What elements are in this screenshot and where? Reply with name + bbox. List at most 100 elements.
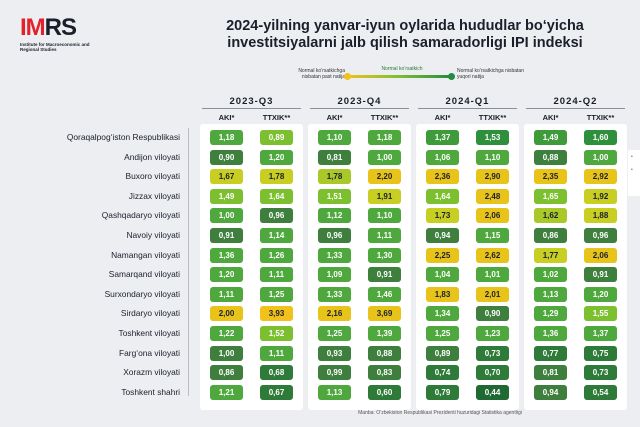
logo-subtitle: Institute for Macroeconomic and Regional… xyxy=(20,42,90,52)
heatmap-cell: 1,20 xyxy=(584,286,617,302)
heatmap-cell: 2,20 xyxy=(368,169,401,185)
logo-mark: IMRS xyxy=(20,14,77,41)
quarter-header-rule xyxy=(526,108,625,109)
heatmap-cell: 1,51 xyxy=(318,188,351,204)
heatmap-cell: 1,34 xyxy=(426,306,459,322)
region-label: Qashqadaryo viloyati xyxy=(101,210,180,221)
heatmap-cell: 0,86 xyxy=(534,228,567,243)
heatmap-cell: 1,55 xyxy=(584,306,617,322)
heatmap-cell: 0,90 xyxy=(476,306,509,322)
heatmap-cell: 1,25 xyxy=(426,326,459,341)
heatmap-cell: 0,88 xyxy=(368,345,401,361)
heatmap-cell: 1,53 xyxy=(476,130,509,145)
heatmap-cell: 1,49 xyxy=(210,188,243,204)
metric-header: TTXIK** xyxy=(262,113,291,122)
heatmap-cell: 1,11 xyxy=(260,267,293,283)
heatmap-cell: 2,48 xyxy=(476,188,509,204)
heatmap-cell: 1,64 xyxy=(260,188,293,204)
heatmap-cell: 2,25 xyxy=(426,247,459,263)
legend-low-label: Normal ko‘rsatkichga nisbatan past natij… xyxy=(298,68,345,80)
heatmap-cell: 1,21 xyxy=(210,384,243,400)
heatmap-cell: 3,93 xyxy=(260,306,293,322)
chart-title: 2024-yilning yanvar-iyun oylarida hududl… xyxy=(195,18,615,52)
heatmap-cell: 1,10 xyxy=(368,208,401,224)
heatmap-cell: 1,29 xyxy=(534,306,567,322)
region-label: Sirdaryo viloyati xyxy=(120,308,180,319)
heatmap-cell: 2,36 xyxy=(426,169,459,185)
heatmap-cell: 1,37 xyxy=(426,130,459,145)
heatmap-cell: 1,62 xyxy=(534,208,567,224)
heatmap-cell: 1,65 xyxy=(534,188,567,204)
legend-mid-label: Normal ko‘rsatkich xyxy=(381,66,423,72)
heatmap-cell: 1,11 xyxy=(210,286,243,302)
heatmap-cell: 1,37 xyxy=(584,326,617,341)
heatmap-cell: 1,67 xyxy=(210,169,243,185)
heatmap-cell: 1,00 xyxy=(584,149,617,165)
metric-header: AKI* xyxy=(326,113,343,122)
source-note: Manba: O‘zbekiston Respublikasi Preziden… xyxy=(358,410,522,416)
heatmap-cell: 0,77 xyxy=(534,345,567,361)
heatmap-cell: 1,04 xyxy=(426,267,459,283)
heatmap-cell: 1,83 xyxy=(426,286,459,302)
heatmap-cell: 0,73 xyxy=(476,345,509,361)
heatmap-cell: 1,92 xyxy=(584,188,617,204)
heatmap-cell: 1,30 xyxy=(368,247,401,263)
heatmap-cell: 0,94 xyxy=(534,384,567,400)
heatmap-cell: 1,10 xyxy=(476,149,509,165)
heatmap-cell: 1,13 xyxy=(534,286,567,302)
imrs-logo: IMRS Institute for Macroeconomic and Reg… xyxy=(20,14,90,53)
heatmap-cell: 0,70 xyxy=(476,365,509,381)
heatmap-cell: 0,96 xyxy=(584,228,617,243)
side-legend-stub: • • xyxy=(628,150,640,196)
region-label: Farg‘ona viloyati xyxy=(119,347,180,358)
heatmap-cell: 1,10 xyxy=(318,130,351,145)
heatmap-cell: 1,12 xyxy=(318,208,351,224)
quarter-header: 2024-Q2 xyxy=(553,96,598,107)
heatmap-cell: 1,77 xyxy=(534,247,567,263)
heatmap-cell: 1,25 xyxy=(260,286,293,302)
heatmap-cell: 2,06 xyxy=(476,208,509,224)
heatmap-cell: 1,11 xyxy=(368,228,401,243)
heatmap-cell: 1,18 xyxy=(210,130,243,145)
heatmap-cell: 0,89 xyxy=(426,345,459,361)
heatmap-cell: 1,33 xyxy=(318,247,351,263)
heatmap-cell: 1,09 xyxy=(318,267,351,283)
heatmap-cell: 0,81 xyxy=(318,149,351,165)
metric-header: TTXIK** xyxy=(586,113,615,122)
region-label: Andijon viloyati xyxy=(124,151,180,162)
heatmap-cell: 1,52 xyxy=(260,326,293,341)
quarter-header-rule xyxy=(202,108,301,109)
metric-header: AKI* xyxy=(218,113,235,122)
heatmap-cell: 1,78 xyxy=(260,169,293,185)
quarter-header: 2024-Q1 xyxy=(445,96,490,107)
heatmap-cell: 1,06 xyxy=(426,149,459,165)
heatmap-cell: 0,75 xyxy=(584,345,617,361)
heatmap-cell: 1,23 xyxy=(476,326,509,341)
heatmap-cell: 0,67 xyxy=(260,384,293,400)
heatmap-cell: 1,36 xyxy=(210,247,243,263)
region-label: Toshkent shahri xyxy=(121,386,180,397)
region-label: Qoraqalpog‘iston Respublikasi xyxy=(66,132,180,142)
metric-header: TTXIK** xyxy=(370,113,399,122)
heatmap-cell: 1,26 xyxy=(260,247,293,263)
heatmap-cell: 2,06 xyxy=(584,247,617,263)
heatmap-cell: 1,15 xyxy=(476,228,509,243)
quarter-header: 2023-Q3 xyxy=(229,96,274,107)
heatmap-cell: 2,00 xyxy=(210,306,243,322)
heatmap-cell: 0,90 xyxy=(210,149,243,165)
region-label: Xorazm viloyati xyxy=(123,367,180,378)
heatmap-cell: 1,11 xyxy=(260,345,293,361)
heatmap-cell: 1,49 xyxy=(534,130,567,145)
quarter-header-rule xyxy=(310,108,409,109)
heatmap-cell: 1,20 xyxy=(260,149,293,165)
heatmap-cell: 2,01 xyxy=(476,286,509,302)
heatmap-cell: 0,86 xyxy=(210,365,243,381)
color-legend: Normal ko‘rsatkichga nisbatan past natij… xyxy=(287,64,524,90)
heatmap-cell: 2,16 xyxy=(318,306,351,322)
region-label: Navoiy viloyati xyxy=(126,230,180,240)
heatmap-cell: 1,91 xyxy=(368,188,401,204)
heatmap-cell: 0,96 xyxy=(318,228,351,243)
heatmap-cell: 1,20 xyxy=(210,267,243,283)
legend-gradient-bar xyxy=(344,73,455,80)
